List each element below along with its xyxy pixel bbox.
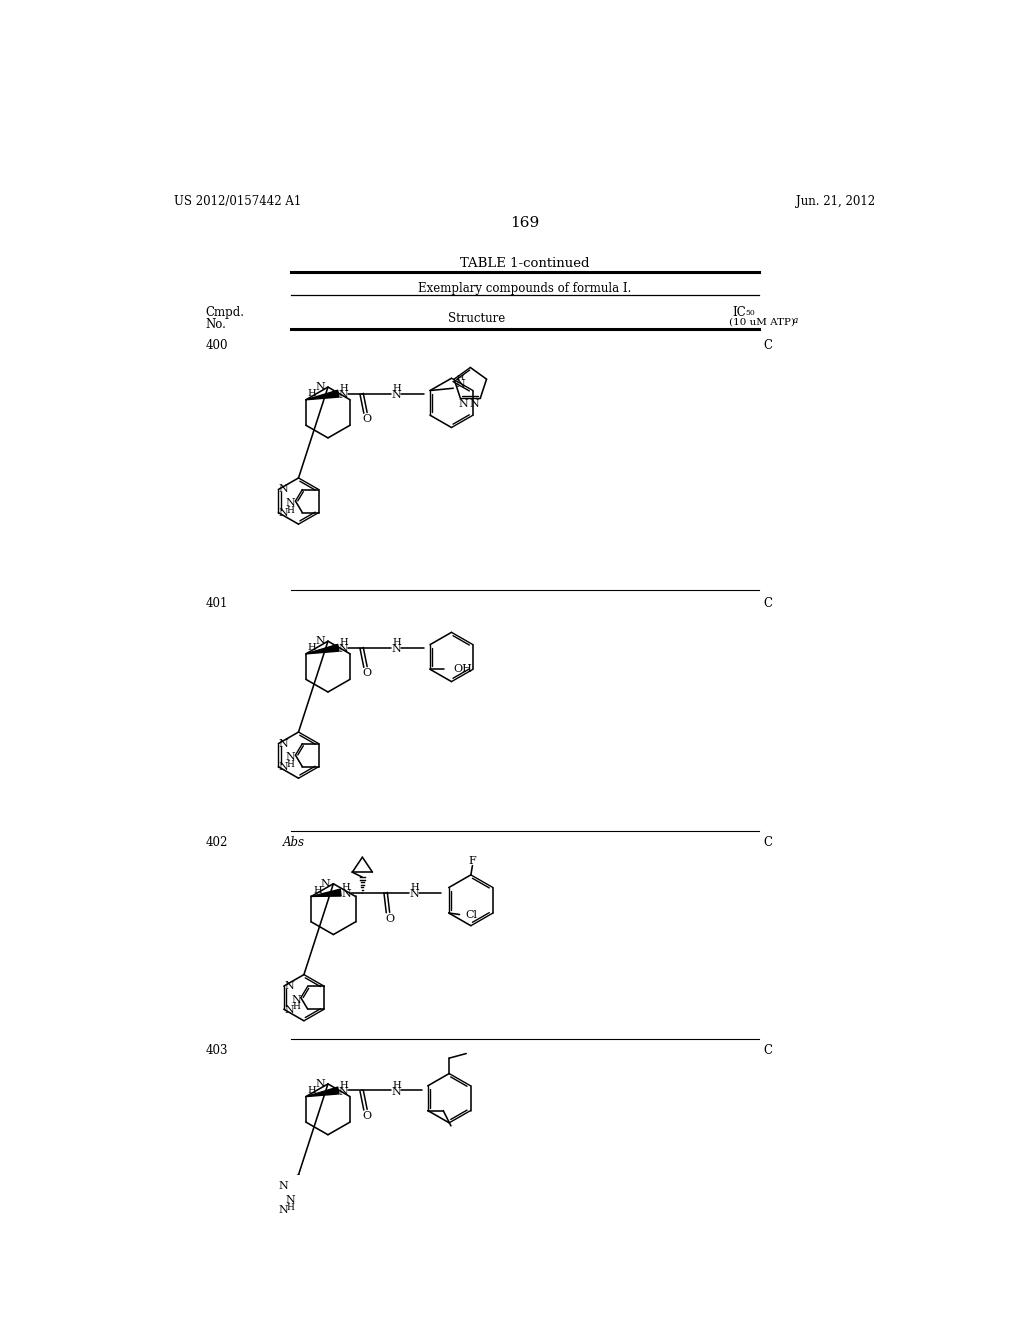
Text: C: C xyxy=(764,1044,772,1057)
Text: H: H xyxy=(340,638,348,647)
Text: TABLE 1-continued: TABLE 1-continued xyxy=(460,257,590,271)
Text: US 2012/0157442 A1: US 2012/0157442 A1 xyxy=(174,195,302,209)
Text: N: N xyxy=(279,484,289,495)
Polygon shape xyxy=(306,391,339,400)
Text: N: N xyxy=(286,1195,296,1205)
Text: N: N xyxy=(279,739,289,748)
Text: C: C xyxy=(764,836,772,849)
Text: N: N xyxy=(391,644,401,655)
Polygon shape xyxy=(311,890,341,896)
Text: O: O xyxy=(362,414,372,424)
Text: H: H xyxy=(340,1081,348,1089)
Text: N: N xyxy=(339,1088,348,1097)
Text: N: N xyxy=(456,379,465,389)
Text: N: N xyxy=(285,981,294,991)
Text: N: N xyxy=(292,995,301,1005)
Text: N: N xyxy=(315,381,325,392)
Text: O: O xyxy=(385,913,394,924)
Text: O: O xyxy=(362,1111,372,1121)
Text: Exemplary compounds of formula I.: Exemplary compounds of formula I. xyxy=(418,282,632,296)
Text: H: H xyxy=(307,643,316,652)
Text: H: H xyxy=(287,1203,295,1212)
Text: H: H xyxy=(307,389,316,399)
Text: N: N xyxy=(469,399,479,409)
Text: H: H xyxy=(287,760,295,768)
Text: H: H xyxy=(457,374,464,381)
Text: OH: OH xyxy=(454,664,472,675)
Text: H: H xyxy=(287,506,295,515)
Text: N: N xyxy=(279,763,289,772)
Text: N: N xyxy=(339,644,348,655)
Text: 401: 401 xyxy=(206,598,228,610)
Text: H: H xyxy=(392,1081,400,1089)
Text: N: N xyxy=(321,879,331,888)
Text: N: N xyxy=(286,499,296,508)
Text: 402: 402 xyxy=(206,836,228,849)
Text: Abs: Abs xyxy=(283,836,305,849)
Text: N: N xyxy=(391,391,401,400)
Text: Cmpd.: Cmpd. xyxy=(206,306,245,319)
Text: H: H xyxy=(392,638,400,647)
Text: H: H xyxy=(342,883,350,892)
Text: C: C xyxy=(764,598,772,610)
Text: 169: 169 xyxy=(510,216,540,230)
Text: H: H xyxy=(392,384,400,393)
Text: 50: 50 xyxy=(744,309,755,317)
Text: 403: 403 xyxy=(206,1044,228,1057)
Text: H: H xyxy=(313,886,322,895)
Text: IC: IC xyxy=(732,306,746,319)
Text: N: N xyxy=(339,391,348,400)
Text: N: N xyxy=(315,636,325,647)
Text: O: O xyxy=(362,668,372,678)
Text: N: N xyxy=(285,1005,294,1015)
Text: N: N xyxy=(279,1205,289,1216)
Text: (10 uM ATP): (10 uM ATP) xyxy=(729,318,795,327)
Text: N: N xyxy=(459,399,468,409)
Polygon shape xyxy=(306,644,339,653)
Text: Cl: Cl xyxy=(466,911,478,920)
Text: N: N xyxy=(391,1088,401,1097)
Text: H: H xyxy=(410,883,419,892)
Text: No.: No. xyxy=(206,318,226,331)
Text: a: a xyxy=(793,317,799,325)
Text: Jun. 21, 2012: Jun. 21, 2012 xyxy=(796,195,876,209)
Text: H: H xyxy=(292,1002,300,1011)
Text: N: N xyxy=(315,1078,325,1089)
Text: N: N xyxy=(341,890,351,899)
Polygon shape xyxy=(306,1088,339,1097)
Text: N: N xyxy=(410,890,419,899)
Text: F: F xyxy=(469,857,476,866)
Text: 400: 400 xyxy=(206,339,228,352)
Text: H: H xyxy=(307,1086,316,1096)
Text: N: N xyxy=(279,508,289,519)
Text: C: C xyxy=(764,339,772,352)
Text: H: H xyxy=(340,384,348,393)
Text: N: N xyxy=(286,752,296,763)
Text: Structure: Structure xyxy=(449,313,506,326)
Text: N: N xyxy=(279,1181,289,1192)
